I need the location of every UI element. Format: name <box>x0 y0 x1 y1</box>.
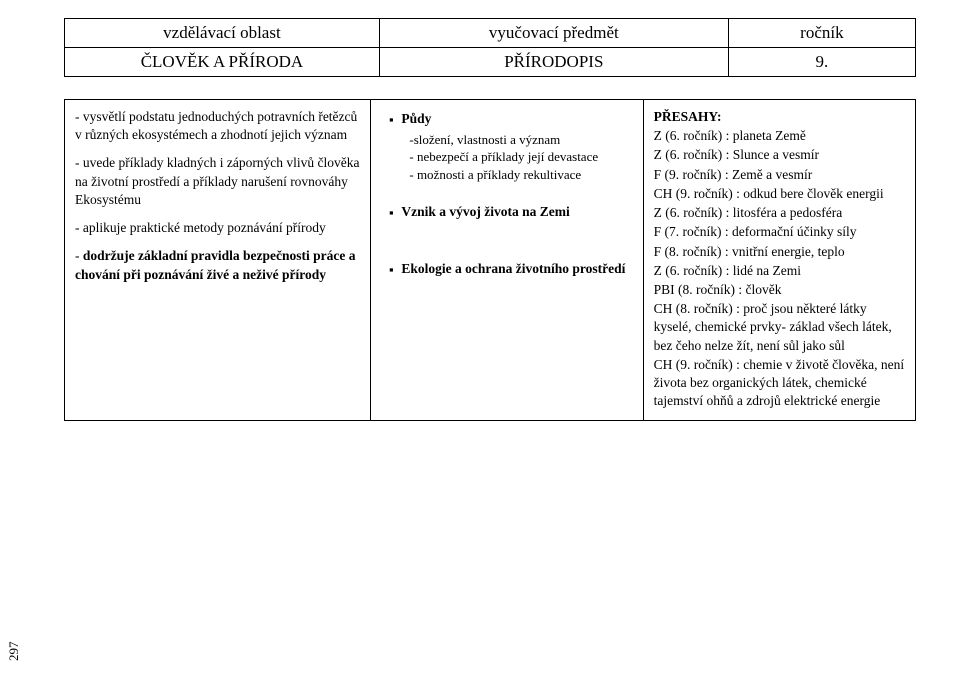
header-table: vzdělávací oblast vyučovací předmět ročn… <box>64 18 916 77</box>
body-text: F (8. ročník) : vnitřní energie, teplo <box>654 243 905 261</box>
body-text: Z (6. ročník) : planeta Země <box>654 127 905 145</box>
body-text: - <box>75 248 83 263</box>
body-text: - nebezpečí a příklady její devastace <box>381 148 632 166</box>
table-row: ČLOVĚK A PŘÍRODA PŘÍRODOPIS 9. <box>65 48 916 77</box>
bullet-title: Ekologie a ochrana životního prostředí <box>401 260 632 279</box>
right-column: PŘESAHY: Z (6. ročník) : planeta Země Z … <box>643 100 915 421</box>
spacer <box>64 77 916 99</box>
body-text: CH (8. ročník) : proč jsou některé látky… <box>654 300 905 355</box>
spacer <box>381 224 632 258</box>
body-text: Z (6. ročník) : litosféra a pedosféra <box>654 204 905 222</box>
bullet-icon: ▪ <box>381 110 401 129</box>
header-cell: ročník <box>728 19 915 48</box>
bullet-icon: ▪ <box>381 260 401 279</box>
bullet-title: Vznik a vývoj života na Zemi <box>401 203 632 222</box>
body-text: Z (6. ročník) : Slunce a vesmír <box>654 146 905 164</box>
body-text: - možnosti a příklady rekultivace <box>381 166 632 184</box>
body-text: - aplikuje praktické metody poznávání př… <box>75 219 360 237</box>
header-cell: 9. <box>728 48 915 77</box>
body-text: F (9. ročník) : Země a vesmír <box>654 166 905 184</box>
body-text: CH (9. ročník) : odkud bere člověk energ… <box>654 185 905 203</box>
presahy-title: PŘESAHY: <box>654 108 905 126</box>
header-cell: vyučovací předmět <box>379 19 728 48</box>
body-text: Z (6. ročník) : lidé na Zemi <box>654 262 905 280</box>
body-text: CH (9. ročník) : chemie v životě člověka… <box>654 356 905 411</box>
list-item: ▪ Ekologie a ochrana životního prostředí <box>381 260 632 279</box>
body-text: - uvede příklady kladných i záporných vl… <box>75 154 360 209</box>
body-text: F (7. ročník) : deformační účinky síly <box>654 223 905 241</box>
header-cell: PŘÍRODOPIS <box>379 48 728 77</box>
body-text: - dodržuje základní pravidla bezpečnosti… <box>75 247 360 283</box>
list-item: ▪ Vznik a vývoj života na Zemi <box>381 203 632 222</box>
header-cell: vzdělávací oblast <box>65 19 380 48</box>
page-number: 297 <box>6 642 22 662</box>
spacer <box>381 183 632 201</box>
table-row: - vysvětlí podstatu jednoduchých potravn… <box>65 100 916 421</box>
body-text: - vysvětlí podstatu jednoduchých potravn… <box>75 108 360 144</box>
left-column: - vysvětlí podstatu jednoduchých potravn… <box>65 100 371 421</box>
list-item: ▪ Půdy <box>381 110 632 129</box>
table-row: vzdělávací oblast vyučovací předmět ročn… <box>65 19 916 48</box>
body-text: PBI (8. ročník) : člověk <box>654 281 905 299</box>
middle-column: ▪ Půdy -složení, vlastnosti a význam - n… <box>371 100 643 421</box>
bullet-icon: ▪ <box>381 203 401 222</box>
bullet-title: Půdy <box>401 110 632 129</box>
body-text-bold: dodržuje základní pravidla bezpečnosti p… <box>75 248 356 281</box>
main-table: - vysvětlí podstatu jednoduchých potravn… <box>64 99 916 421</box>
page: vzdělávací oblast vyučovací předmět ročn… <box>0 0 960 421</box>
header-cell: ČLOVĚK A PŘÍRODA <box>65 48 380 77</box>
body-text: -složení, vlastnosti a význam <box>381 131 632 149</box>
